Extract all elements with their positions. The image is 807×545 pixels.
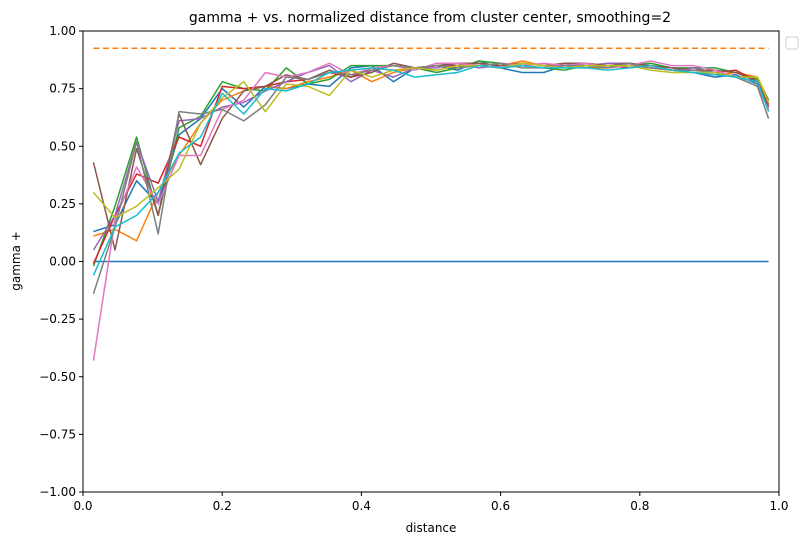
series-line-8 — [92, 62, 770, 295]
y-axis-ticks: −1.00 −0.75 −0.50 −0.25 0.00 0.25 0.50 0.75 1.00 — [39, 24, 83, 499]
y-tick-label: 0.75 — [49, 82, 76, 96]
y-tick-label: 0.00 — [49, 255, 76, 269]
x-tick-label: 0.8 — [630, 499, 649, 513]
y-tick-label: 0.25 — [49, 197, 76, 211]
legend-box — [785, 36, 799, 50]
series-line-7 — [92, 60, 770, 361]
series-line-3 — [92, 60, 770, 267]
x-tick-label: 0.2 — [213, 499, 232, 513]
x-tick-label: 0.6 — [491, 499, 510, 513]
y-axis-label: gamma + — [9, 231, 23, 291]
y-tick-label: −0.50 — [39, 370, 76, 384]
series-line-1 — [93, 60, 770, 233]
chart-title: gamma + vs. normalized distance from clu… — [189, 10, 671, 26]
x-tick-label: 0.4 — [352, 499, 371, 513]
series-lines — [92, 60, 770, 361]
series-line-6 — [92, 62, 770, 251]
x-tick-label: 1.0 — [769, 499, 788, 513]
series-line-4 — [92, 62, 770, 265]
series-line-9 — [92, 62, 770, 219]
y-tick-label: −1.00 — [39, 485, 76, 499]
y-tick-label: −0.75 — [39, 427, 76, 441]
reference-lines — [93, 47, 769, 263]
y-tick-label: 0.50 — [49, 139, 76, 153]
y-tick-label: 1.00 — [49, 24, 76, 38]
y-tick-label: −0.25 — [39, 312, 76, 326]
x-tick-label: 0.0 — [73, 499, 92, 513]
series-line-5 — [92, 62, 770, 251]
x-axis-ticks: 0.0 0.2 0.4 0.6 0.8 1.0 — [73, 492, 789, 513]
x-axis-label: distance — [406, 521, 457, 535]
series-line-10 — [92, 64, 770, 276]
